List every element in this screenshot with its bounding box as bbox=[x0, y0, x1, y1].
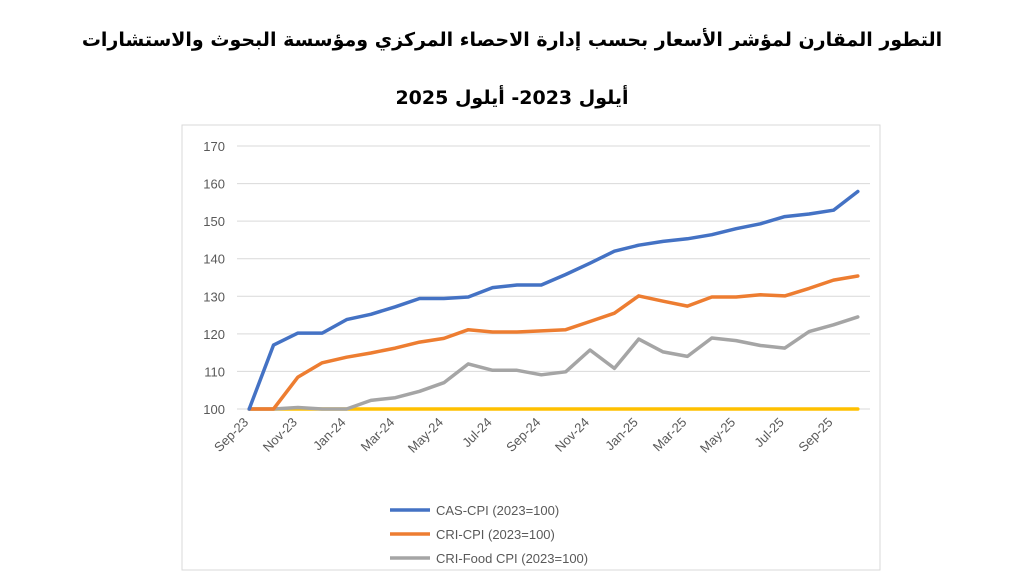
legend-label: CAS-CPI (2023=100) bbox=[436, 503, 559, 518]
y-tick-label: 160 bbox=[203, 177, 225, 192]
chart-title: التطور المقارن لمؤشر الأسعار بحسب إدارة … bbox=[82, 28, 942, 52]
y-tick-label: 150 bbox=[203, 214, 225, 229]
series-line bbox=[247, 189, 860, 411]
y-tick-label: 170 bbox=[203, 139, 225, 154]
y-tick-label: 110 bbox=[204, 364, 225, 379]
series-line bbox=[247, 274, 860, 411]
legend-label: CRI-CPI (2023=100) bbox=[436, 527, 555, 542]
y-tick-label: 100 bbox=[203, 402, 225, 417]
y-tick-label: 130 bbox=[203, 289, 225, 304]
y-tick-label: 140 bbox=[203, 252, 225, 267]
series-line bbox=[247, 315, 860, 411]
y-tick-label: 120 bbox=[203, 327, 225, 342]
legend-label: CRI-Food CPI (2023=100) bbox=[436, 551, 588, 566]
chart-subtitle: أيلول 2023- أيلول 2025 bbox=[395, 85, 628, 109]
